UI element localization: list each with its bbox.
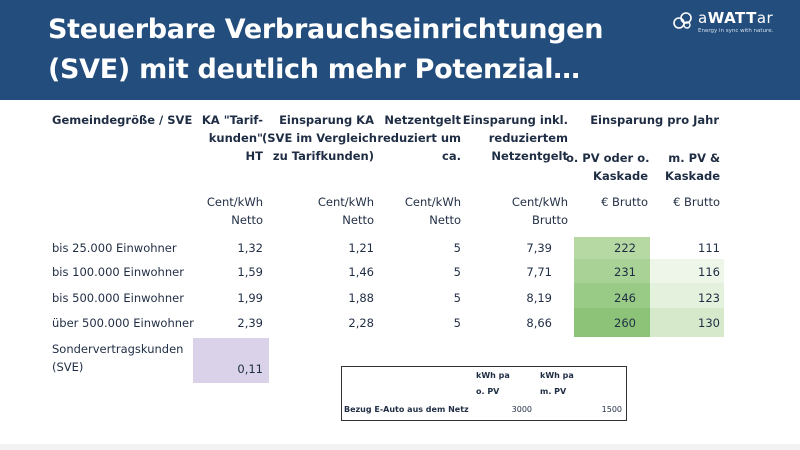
row-mit-pv: 111: [698, 241, 720, 255]
header-ka-tarif-line2: kunden": [208, 131, 263, 145]
logo-tagline: Energy in sync with nature.: [698, 28, 774, 34]
unit-netz-line2: Netto: [429, 213, 461, 227]
sonder-shade: [193, 338, 269, 383]
unit-netz-line1: Cent/kWh: [404, 195, 461, 209]
header-ka-tarif-line3: HT: [245, 149, 263, 163]
row-inkl: 7,71: [526, 265, 552, 279]
footer-strip: [0, 444, 800, 450]
header-gemeindegroesse: Gemeindegröße / SVE: [52, 113, 193, 127]
header-einsparung-pro-jahr: Einsparung pro Jahr: [590, 113, 719, 127]
header-netzentgelt-line1: Netzentgelt: [384, 113, 461, 127]
header-ka-tarif-line1: KA "Tarif-: [201, 113, 263, 127]
shade-cell: [650, 308, 724, 337]
unit-inkl-line1: Cent/kWh: [511, 195, 568, 209]
row-mit-pv: 123: [698, 291, 720, 305]
row-einsparung: 1,21: [348, 241, 374, 255]
unit-mit-pv: € Brutto: [673, 195, 720, 209]
row-label: über 500.000 Einwohner: [52, 316, 194, 330]
unit-ohne-pv: € Brutto: [601, 195, 648, 209]
shade-cell: [650, 237, 724, 259]
awattar-logo: aWATTar Energy in sync with nature.: [672, 8, 782, 38]
unit-ka-line2: Netto: [231, 213, 263, 227]
e-auto-box: [341, 366, 627, 421]
row-label: bis 500.000 Einwohner: [52, 291, 184, 305]
header-einsparung-ka-line2: (SVE im Vergleich: [262, 131, 377, 145]
unit-einsparung-line1: Cent/kWh: [317, 195, 374, 209]
row-ka: 2,39: [237, 316, 263, 330]
header-ohne-pv-line2: Kaskade: [593, 169, 648, 183]
mini-col1-value: 3000: [511, 405, 532, 414]
mini-row-label: Bezug E-Auto aus dem Netz: [344, 405, 469, 414]
logo-rings-icon: [673, 12, 692, 29]
header-banner: Steuerbare Verbrauchseinrichtungen (SVE)…: [0, 0, 800, 100]
unit-inkl-line2: Brutto: [532, 213, 568, 227]
row-ka: 1,32: [237, 241, 263, 255]
header-einsparung-inkl-line1: Einsparung inkl.: [462, 113, 568, 127]
unit-einsparung-line2: Netto: [342, 213, 374, 227]
logo-wordmark: aWATTar: [698, 9, 774, 27]
row-netz: 5: [453, 265, 461, 279]
page-title-line2: (SVE) mit deutlich mehr Potenzial…: [48, 54, 580, 85]
row-inkl: 8,19: [526, 291, 552, 305]
mini-col2-value: 1500: [601, 405, 622, 414]
row-mit-pv: 130: [698, 316, 720, 330]
header-mit-pv-line1: m. PV &: [668, 151, 720, 165]
row-ohne-pv: 231: [614, 265, 636, 279]
row-ka: 1,99: [237, 291, 263, 305]
shade-cell: [574, 283, 650, 308]
page-title-line1: Steuerbare Verbrauchseinrichtungen: [48, 14, 604, 45]
row-netz: 5: [453, 241, 461, 255]
row-ohne-pv: 260: [614, 316, 636, 330]
row-inkl: 8,66: [526, 316, 552, 330]
row-ohne-pv: 246: [614, 291, 636, 305]
mini-col2-header-line2: m. PV: [540, 387, 567, 396]
unit-ka-line1: Cent/kWh: [206, 195, 263, 209]
shade-cell: [574, 308, 650, 337]
mini-col1-header-line1: kWh pa: [476, 371, 510, 380]
header-mit-pv-line2: Kaskade: [665, 169, 720, 183]
row-ohne-pv: 222: [614, 241, 636, 255]
shade-cell: [574, 259, 650, 283]
row-inkl: 7,39: [526, 241, 552, 255]
header-ohne-pv-line1: o. PV oder o.: [566, 151, 650, 165]
header-netzentgelt-line3: ca.: [442, 149, 461, 163]
shade-cell: [650, 259, 724, 283]
row-netz: 5: [453, 316, 461, 330]
row-einsparung: 1,46: [348, 265, 374, 279]
row-label: bis 25.000 Einwohner: [52, 241, 177, 255]
shade-cell: [574, 237, 650, 259]
shade-cell: [650, 283, 724, 308]
header-einsparung-inkl-line3: Netzentgelt: [491, 149, 568, 163]
row-einsparung: 1,88: [348, 291, 374, 305]
page-title: Steuerbare Verbrauchseinrichtungen (SVE)…: [48, 10, 648, 90]
row-label: bis 100.000 Einwohner: [52, 265, 184, 279]
mini-col1-header-line2: o. PV: [476, 387, 500, 396]
header-einsparung-ka-line1: Einsparung KA: [279, 113, 374, 127]
row-mit-pv: 116: [698, 265, 720, 279]
sonder-value: 0,11: [237, 362, 263, 376]
sonder-label-line2: (SVE): [52, 360, 84, 374]
header-netzentgelt-line2: reduziert um: [377, 131, 461, 145]
row-einsparung: 2,28: [348, 316, 374, 330]
sonder-label-line1: Sondervertragskunden: [52, 342, 184, 356]
header-einsparung-ka-line3: zu Tarifkunden): [272, 149, 374, 163]
header-einsparung-inkl-line2: reduziertem: [488, 131, 568, 145]
mini-col2-header-line1: kWh pa: [540, 371, 574, 380]
row-ka: 1,59: [237, 265, 263, 279]
row-netz: 5: [453, 291, 461, 305]
